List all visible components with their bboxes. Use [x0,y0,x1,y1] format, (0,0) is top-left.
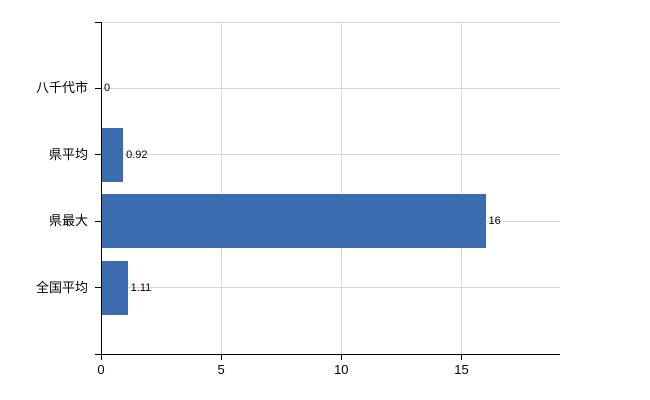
x-axis-tick [461,354,463,360]
x-tick-label-0: 0 [97,362,105,377]
category-label-0: 八千代市 [35,80,88,96]
gridline-horizontal [101,87,560,89]
bar-2 [101,194,486,249]
value-label-2: 16 [488,215,501,228]
category-label-2: 県最大 [48,213,88,229]
category-label-3: 全国平均 [35,279,88,295]
x-tick-label-3: 15 [454,362,469,377]
x-axis-tick [341,354,343,360]
y-axis-tick [95,220,101,222]
y-axis-tick [95,87,101,89]
value-label-3: 1.11 [130,281,152,294]
gridline-horizontal [101,287,560,289]
gridline-vertical [221,22,223,354]
y-axis-line [101,22,102,355]
category-label-1: 県平均 [48,146,88,162]
x-tick-label-1: 5 [217,362,225,377]
bar-1 [101,127,124,182]
y-axis-tick [95,154,101,156]
x-axis-tick [101,354,102,360]
x-tick-label-2: 10 [334,362,349,377]
x-axis-line [95,354,560,355]
value-label-0: 0 [104,82,111,95]
y-axis-tick [95,287,101,289]
gridline-horizontal [101,21,560,23]
gridline-vertical [461,22,463,354]
bar-3 [101,260,128,315]
y-axis-tick [95,21,101,23]
x-axis-tick [221,354,223,360]
gridline-vertical [341,22,343,354]
gridline-horizontal [101,154,560,156]
value-label-1: 0.92 [126,148,148,161]
